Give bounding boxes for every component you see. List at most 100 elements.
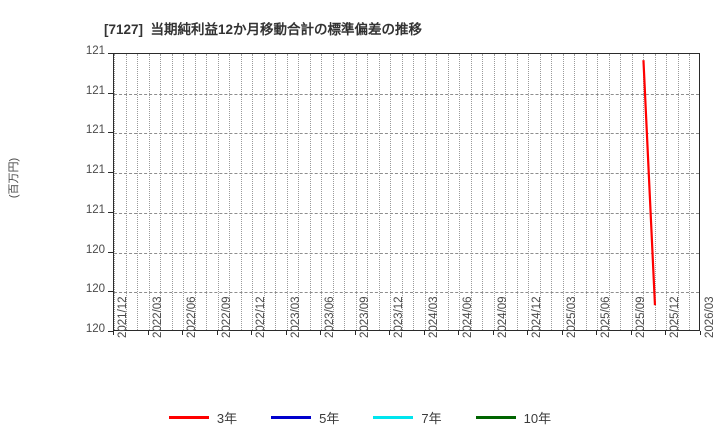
gridline-vertical: [401, 54, 403, 330]
y-axis-tick-mark: [108, 92, 113, 94]
gridline-vertical: [286, 54, 288, 330]
gridline-vertical: [654, 54, 656, 330]
x-axis-tick-mark: [285, 331, 287, 335]
y-axis-tick-label: 120: [85, 243, 105, 256]
x-axis-tick-mark: [492, 331, 494, 335]
y-axis-tick-label: 121: [85, 203, 105, 216]
gridline-vertical: [505, 54, 507, 330]
legend-color-swatch: [168, 415, 209, 419]
y-axis-tick-mark: [108, 211, 113, 213]
gridline-vertical: [413, 54, 415, 330]
gridline-vertical: [493, 54, 495, 330]
gridline-vertical: [470, 54, 472, 330]
x-axis-tick-mark: [665, 331, 667, 335]
x-axis-tick-label: 2023/06: [324, 296, 337, 338]
x-axis-tick-mark: [251, 331, 253, 335]
gridline-vertical: [309, 54, 311, 330]
x-axis-tick-mark: [182, 331, 184, 335]
x-axis-tick-mark: [423, 331, 425, 335]
page-title: [7127] 当期純利益12か月移動合計の標準偏差の推移: [104, 22, 423, 37]
x-axis-tick-label: 2022/09: [220, 296, 233, 338]
legend-color-swatch: [271, 415, 312, 419]
x-axis-tick-label: 2022/06: [186, 296, 199, 338]
gridline-vertical: [344, 54, 346, 330]
x-axis-tick-label: 2024/09: [496, 296, 509, 338]
y-axis-tick-label: 121: [85, 124, 105, 137]
gridline-vertical: [666, 54, 668, 330]
x-axis-tick-mark: [389, 331, 391, 335]
x-axis-tick-mark: [216, 331, 218, 335]
x-axis-tick-label: 2025/03: [565, 296, 578, 338]
gridline-vertical: [528, 54, 530, 330]
gridline-vertical: [183, 54, 185, 330]
gridline-vertical: [689, 54, 691, 330]
gridline-vertical: [298, 54, 300, 330]
gridline-horizontal: [114, 93, 699, 95]
gridline-vertical: [424, 54, 426, 330]
x-axis-tick-mark: [458, 331, 460, 335]
chart-legend: 3年 5年 7年 10年: [0, 404, 720, 430]
x-axis-tick-label: 2022/12: [255, 296, 268, 338]
y-axis-tick-label: 121: [85, 84, 105, 97]
x-axis-tick-mark: [630, 331, 632, 335]
y-axis-tick-mark: [108, 331, 113, 332]
gridline-horizontal: [114, 212, 699, 214]
gridline-vertical: [114, 54, 115, 330]
legend-color-swatch: [373, 415, 414, 419]
x-axis-tick-mark: [113, 331, 114, 335]
gridline-vertical: [608, 54, 610, 330]
y-axis-tick-mark: [108, 132, 113, 134]
gridline-vertical: [217, 54, 219, 330]
gridline-vertical: [321, 54, 323, 330]
series-line: [642, 60, 657, 306]
x-axis-tick-label: 2023/09: [358, 296, 371, 338]
gridline-vertical: [125, 54, 127, 330]
y-axis-tick-labels: 121 121 121 121 121 120 120 120: [53, 0, 105, 440]
gridline-vertical: [367, 54, 369, 330]
y-axis-tick-label: 121: [85, 164, 105, 177]
legend-item[interactable]: 5年: [271, 408, 339, 427]
legend-item[interactable]: 7年: [373, 408, 442, 427]
x-axis-tick-mark: [147, 331, 149, 335]
gridline-vertical: [562, 54, 564, 330]
legend-label: 5年: [319, 410, 340, 426]
gridline-vertical: [137, 54, 139, 330]
gridline-vertical: [643, 54, 645, 330]
x-axis-tick-label: 2026/03: [704, 296, 716, 338]
y-axis-tick-label: 121: [85, 45, 105, 57]
legend-item[interactable]: 10年: [475, 408, 552, 427]
legend-label: 10年: [523, 410, 552, 426]
gridline-vertical: [631, 54, 633, 330]
gridline-horizontal: [114, 173, 699, 175]
gridline-horizontal: [114, 292, 699, 294]
y-axis-tick-mark: [108, 291, 113, 293]
gridline-vertical: [677, 54, 679, 330]
y-axis-tick-mark: [108, 251, 113, 253]
series-lines: [642, 60, 657, 306]
gridline-vertical: [620, 54, 622, 330]
gridline-vertical: [551, 54, 553, 330]
gridline-vertical: [229, 54, 231, 330]
x-axis-tick-mark: [354, 331, 356, 335]
gridline-vertical: [585, 54, 587, 330]
legend-item[interactable]: 3年: [168, 408, 238, 427]
legend-color-swatch: [475, 415, 516, 419]
gridline-vertical: [516, 54, 518, 330]
gridline-vertical: [252, 54, 254, 330]
y-axis-tick-label: 120: [85, 283, 105, 296]
gridline-vertical: [160, 54, 162, 330]
legend-label: 3年: [216, 410, 238, 426]
x-axis-tick-mark: [596, 331, 598, 335]
x-axis-tick-label: 2021/12: [117, 296, 129, 338]
gridline-vertical: [332, 54, 334, 330]
gridline-vertical: [574, 54, 576, 330]
gridline-vertical: [459, 54, 461, 330]
x-axis-tick-mark: [700, 331, 701, 335]
gridline-vertical: [148, 54, 150, 330]
gridline-vertical: [447, 54, 449, 330]
gridline-vertical: [539, 54, 541, 330]
gridline-vertical: [355, 54, 357, 330]
x-axis-tick-label: 2025/06: [600, 296, 613, 338]
x-axis-tick-label: 2024/06: [462, 296, 475, 338]
